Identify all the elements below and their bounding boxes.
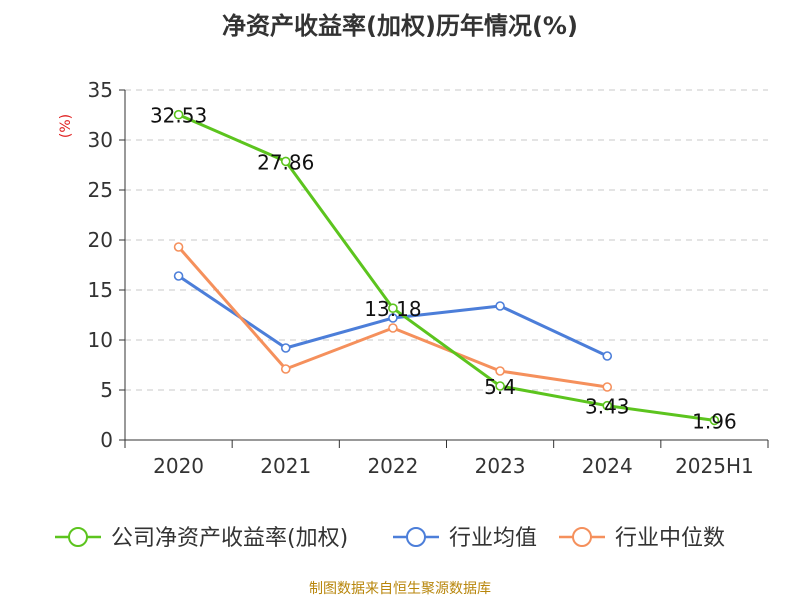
x-tick-label: 2024: [582, 454, 633, 478]
legend-marker-circle: [68, 527, 88, 547]
data-label: 32.53: [150, 104, 207, 128]
data-label: 3.43: [585, 395, 630, 419]
data-point: [602, 382, 613, 392]
data-labels: 32.53 27.86 13.18 5.4 3.43 1.96: [150, 104, 737, 434]
x-tick-label: 2023: [475, 454, 526, 478]
legend-marker-circle: [406, 527, 426, 547]
data-label: 1.96: [692, 409, 737, 433]
data-point: [709, 415, 720, 426]
data-source-note: 制图数据来自恒生聚源数据库: [309, 581, 491, 597]
y-tick-label: 35: [88, 78, 113, 102]
legend-label: 公司净资产收益率(加权): [111, 526, 348, 551]
legend-item[interactable]: 公司净资产收益率(加权): [55, 526, 348, 551]
data-point: [280, 364, 291, 374]
series: [173, 109, 720, 426]
y-tick-label: 20: [88, 228, 113, 252]
y-tick-label: 25: [88, 178, 113, 202]
data-point: [388, 303, 398, 314]
data-point: [495, 381, 505, 391]
data-point: [173, 242, 184, 252]
data-label: 5.4: [484, 375, 516, 399]
data-label: 13.18: [364, 297, 421, 321]
y-axis-label: (%): [58, 114, 74, 138]
data-point: [280, 343, 291, 353]
x-tick-label: 2025H1: [675, 454, 754, 478]
y-tick-label: 15: [88, 278, 113, 302]
legend-marker-circle: [572, 527, 592, 547]
y-tick-label: 30: [88, 128, 113, 152]
legend[interactable]: 公司净资产收益率(加权) 行业均值 行业中位数: [55, 526, 725, 551]
series-line: [177, 113, 715, 422]
data-point: [495, 366, 505, 376]
data-point: [388, 313, 398, 323]
data-point: [388, 323, 398, 333]
legend-label: 行业中位数: [615, 526, 725, 551]
x-tick-label: 2022: [367, 454, 418, 478]
data-point: [173, 271, 184, 281]
y-tick-label: 5: [100, 378, 113, 402]
data-point: [602, 400, 613, 411]
y-tick-label: 10: [88, 328, 113, 352]
data-point: [602, 351, 613, 361]
chart-title: 净资产收益率(加权)历年情况(%): [222, 12, 578, 40]
legend-label: 行业均值: [449, 526, 537, 551]
data-label: 27.86: [257, 150, 314, 174]
y-tick-label: 0: [100, 428, 113, 452]
data-point: [280, 156, 291, 167]
x-tick-label: 2021: [260, 454, 311, 478]
x-tick-label: 2020: [153, 454, 204, 478]
data-point: [495, 301, 505, 311]
grid-lines: [125, 89, 768, 391]
legend-item[interactable]: 行业均值: [393, 526, 537, 551]
data-point: [173, 109, 184, 120]
legend-item[interactable]: 行业中位数: [559, 526, 725, 551]
axes: 0 5 10 15 20 25 30 35 2020 2021 2022 2023 2024 2025H1: [88, 78, 769, 478]
